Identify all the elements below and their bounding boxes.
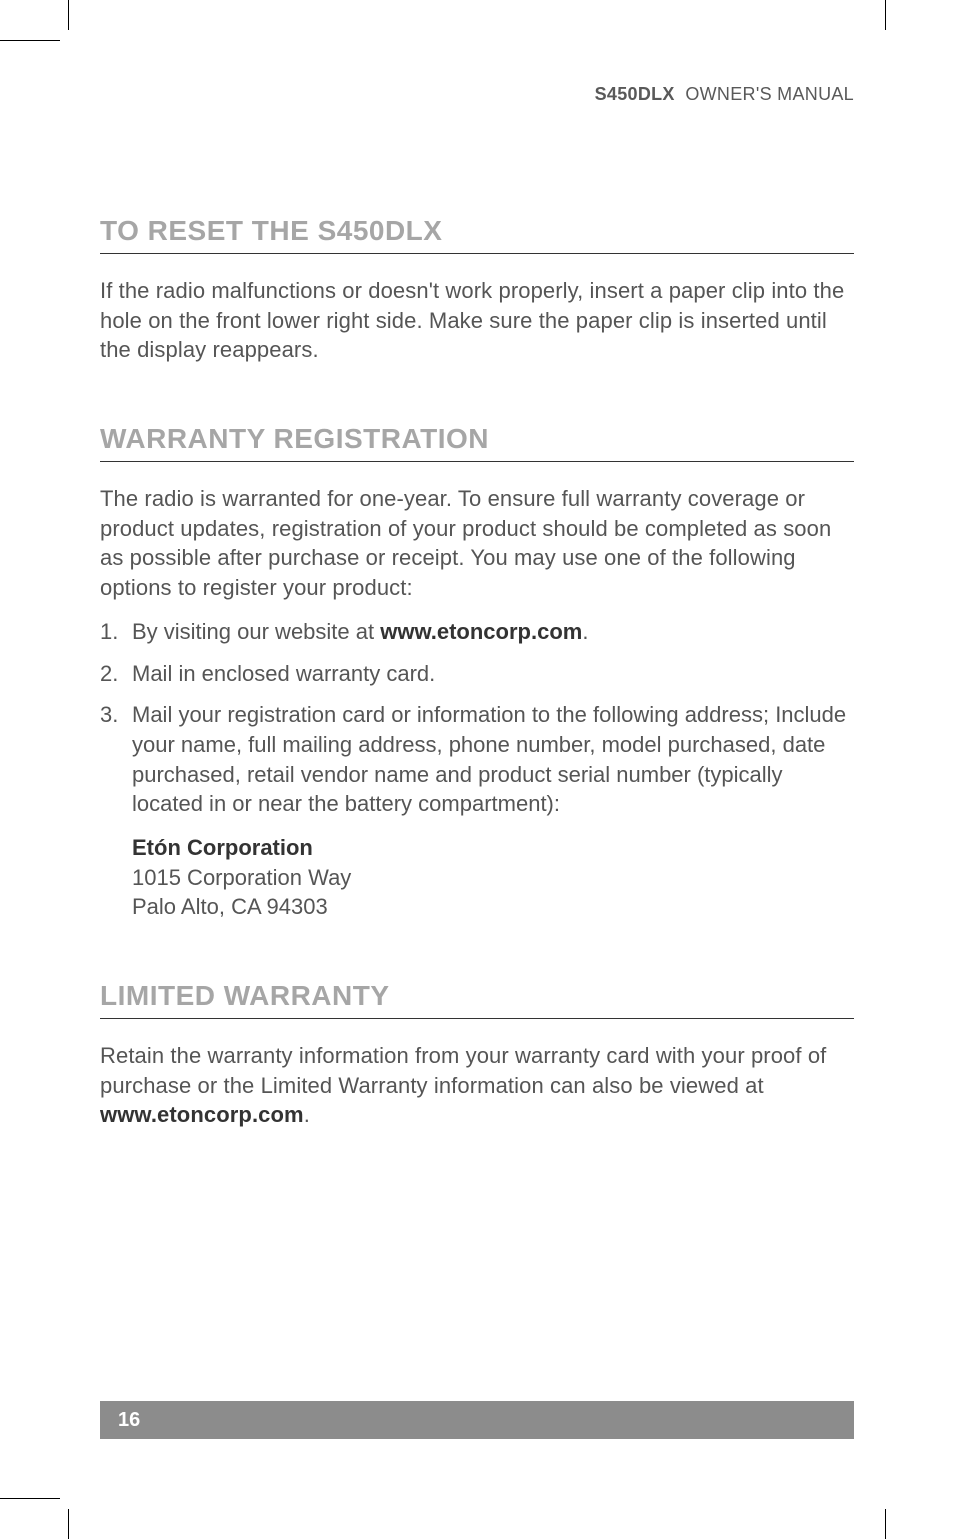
warranty-reg-intro: The radio is warranted for one-year. To … (100, 484, 854, 603)
list-text-post: . (582, 619, 588, 644)
list-number: 3. (100, 700, 132, 730)
address-block: Etón Corporation 1015 Corporation Way Pa… (132, 833, 854, 922)
list-text: Mail in enclosed warranty card. (132, 661, 435, 686)
header-label: OWNER'S MANUAL (685, 84, 854, 104)
registration-list: 1.By visiting our website at www.etoncor… (100, 617, 854, 819)
crop-mark (0, 40, 60, 41)
address-line: Palo Alto, CA 94303 (132, 892, 854, 922)
page-number: 16 (100, 1409, 140, 1432)
page: S450DLX OWNER'S MANUAL TO RESET THE S450… (0, 0, 954, 1539)
limited-warranty-body: Retain the warranty information from you… (100, 1041, 854, 1130)
content-area: S450DLX OWNER'S MANUAL TO RESET THE S450… (100, 84, 854, 1455)
reset-body: If the radio malfunctions or doesn't wor… (100, 276, 854, 365)
section-title-warranty-registration: WARRANTY REGISTRATION (100, 423, 854, 462)
page-footer-bar: 16 (100, 1401, 854, 1439)
address-line: 1015 Corporation Way (132, 863, 854, 893)
list-text: Mail your registration card or informati… (132, 702, 846, 816)
section-title-reset: TO RESET THE S450DLX (100, 215, 854, 254)
section-title-limited-warranty: LIMITED WARRANTY (100, 980, 854, 1019)
crop-mark (68, 1509, 69, 1539)
crop-mark (885, 1509, 886, 1539)
list-item: 2.Mail in enclosed warranty card. (100, 659, 854, 689)
header-model: S450DLX (595, 84, 675, 104)
website-link: www.etoncorp.com (380, 619, 582, 644)
list-item: 1.By visiting our website at www.etoncor… (100, 617, 854, 647)
crop-mark (68, 0, 69, 30)
company-name: Etón Corporation (132, 833, 854, 863)
list-text: By visiting our website at (132, 619, 380, 644)
list-number: 1. (100, 617, 132, 647)
running-header: S450DLX OWNER'S MANUAL (100, 84, 854, 105)
limited-body-post: . (304, 1102, 310, 1127)
website-link: www.etoncorp.com (100, 1102, 304, 1127)
list-number: 2. (100, 659, 132, 689)
limited-body-pre: Retain the warranty information from you… (100, 1043, 826, 1098)
crop-mark (0, 1498, 60, 1499)
crop-mark (885, 0, 886, 30)
list-item: 3.Mail your registration card or informa… (100, 700, 854, 819)
